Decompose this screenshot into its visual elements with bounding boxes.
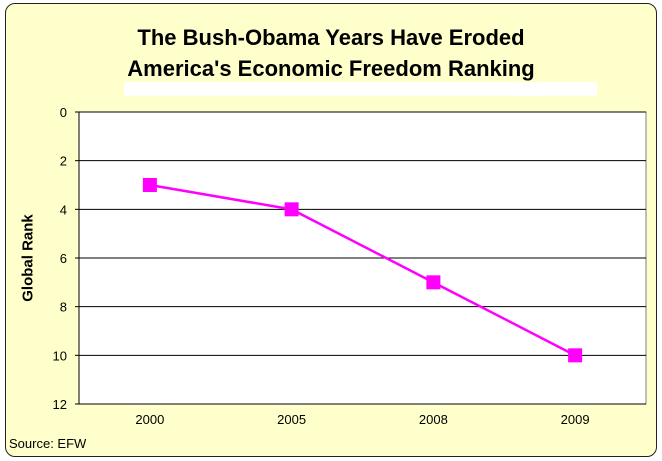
chart-title: The Bush-Obama Years Have Eroded America… <box>0 22 662 84</box>
x-tick-label: 2009 <box>561 412 590 427</box>
data-point-marker <box>568 348 583 363</box>
data-point-marker <box>426 275 441 290</box>
y-axis-label: Global Rank <box>19 214 37 302</box>
title-line-2: America's Economic Freedom Ranking <box>127 56 535 81</box>
y-tick-label: 12 <box>53 397 67 412</box>
y-tick-label: 4 <box>60 202 67 217</box>
y-tick-label: 2 <box>60 154 67 169</box>
x-tick-label: 2008 <box>419 412 448 427</box>
title-line-1: The Bush-Obama Years Have Eroded <box>137 25 525 50</box>
y-tick-label: 8 <box>60 300 67 315</box>
data-point-marker <box>284 202 299 217</box>
y-tick-label: 6 <box>60 251 67 266</box>
data-point-marker <box>142 178 157 192</box>
y-tick-label: 10 <box>53 348 67 363</box>
series-line <box>149 183 576 357</box>
y-tick-label: 0 <box>60 105 67 120</box>
source-note: Source: EFW <box>9 436 87 451</box>
x-tick-label: 2000 <box>135 412 164 427</box>
x-tick-label: 2005 <box>277 412 306 427</box>
title-underlay <box>124 82 597 96</box>
